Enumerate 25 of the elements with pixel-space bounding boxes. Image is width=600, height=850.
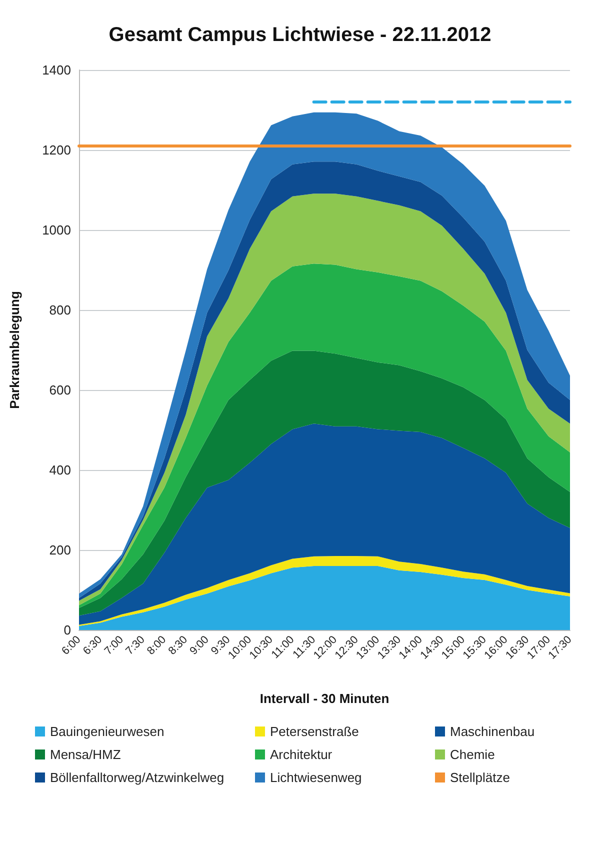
chart-title: Gesamt Campus Lichtwiese - 22.11.2012 (108, 24, 492, 46)
y-tick-label: 600 (49, 382, 71, 398)
x-tick-label: 8:00 (145, 634, 169, 658)
y-tick-label: 1200 (42, 142, 71, 158)
legend-label: Architektur (270, 747, 333, 762)
legend-label: Mensa/HMZ (50, 747, 121, 762)
legend-label: Bauingenieurwesen (50, 724, 164, 739)
legend-label: Stellplätze (450, 770, 510, 785)
y-axis-title: Parkraumbelegung (7, 291, 22, 409)
legend-label: Böllenfalltorweg/Atzwinkelweg (50, 770, 224, 785)
y-tick-label: 800 (49, 302, 71, 318)
legend-label: Petersenstraße (270, 724, 359, 739)
x-axis-title: Intervall - 30 Minuten (260, 691, 390, 706)
y-tick-label: 400 (49, 462, 71, 478)
legend-label: Chemie (450, 747, 495, 762)
y-tick-label: 1000 (42, 222, 71, 238)
x-tick-label: 9:00 (188, 634, 212, 658)
x-tick-label: 6:30 (80, 634, 105, 658)
x-tick-label: 7:30 (124, 634, 148, 658)
x-tick-label: 8:30 (166, 634, 190, 658)
legend-label: Lichtwiesenweg (270, 770, 362, 785)
x-tick-label: 7:00 (102, 634, 126, 658)
y-tick-label: 1400 (42, 62, 71, 78)
y-tick-label: 200 (49, 542, 71, 558)
legend-label: Maschinenbau (450, 724, 535, 739)
